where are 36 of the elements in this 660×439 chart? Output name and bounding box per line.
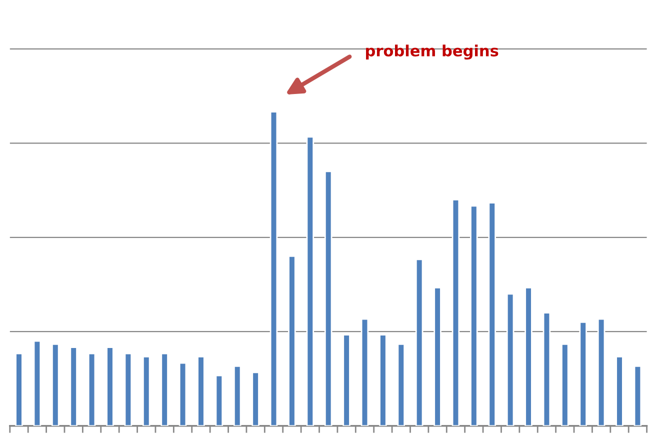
bar xyxy=(542,312,551,426)
bar xyxy=(288,256,296,426)
bar xyxy=(415,258,424,426)
bar xyxy=(342,334,350,426)
bar xyxy=(70,346,78,426)
bar xyxy=(15,352,23,426)
bar xyxy=(178,362,187,426)
bar xyxy=(106,346,114,426)
bar xyxy=(306,136,314,426)
bar xyxy=(88,352,96,426)
bar xyxy=(252,372,260,426)
bar xyxy=(506,293,514,426)
bar xyxy=(634,365,642,426)
bar xyxy=(579,321,587,426)
bar xyxy=(52,343,60,426)
bar xyxy=(597,318,606,426)
bar xyxy=(397,343,406,426)
bar xyxy=(160,352,168,426)
bar xyxy=(561,343,569,426)
bar xyxy=(215,374,224,426)
bar xyxy=(233,365,242,426)
bar xyxy=(142,356,150,426)
bar xyxy=(488,202,496,426)
bar xyxy=(33,340,42,426)
bar xyxy=(524,286,532,426)
bar xyxy=(124,352,132,426)
bar xyxy=(452,199,460,426)
bar xyxy=(379,334,387,426)
bar xyxy=(360,318,369,426)
bar xyxy=(324,170,332,426)
bar xyxy=(270,111,278,426)
bar xyxy=(434,286,442,426)
bar xyxy=(197,356,205,426)
text: problem begins xyxy=(366,44,498,60)
bar xyxy=(616,356,624,426)
bar xyxy=(470,205,478,426)
